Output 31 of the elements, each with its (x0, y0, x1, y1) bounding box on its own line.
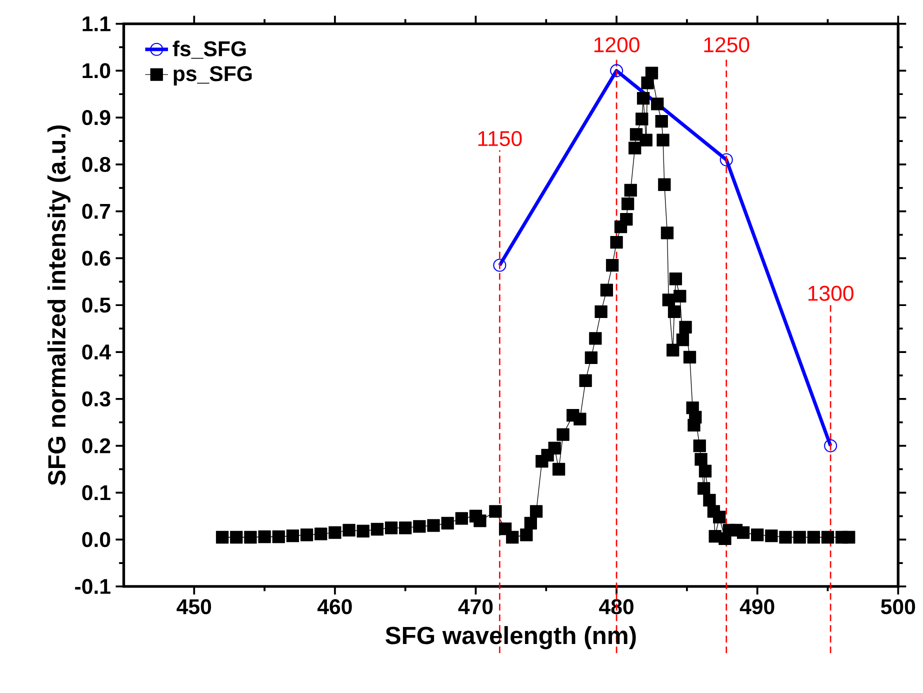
x-tick-label: 460 (317, 599, 352, 614)
y-tick-label: -0.1 (75, 578, 110, 594)
legend-label: ps_SFG (174, 66, 252, 86)
y-tick-label: 0.9 (82, 110, 110, 126)
annotation: 1150 (478, 131, 522, 146)
y-tick-label: 0.0 (82, 532, 110, 548)
y-axis-title: SFG normalized intensity (a.u.) (47, 125, 70, 486)
x-tick-label: 500 (880, 599, 916, 614)
x-tick-label: 490 (740, 599, 774, 614)
y-tick-label: 1.0 (82, 63, 110, 78)
annotation: 1250 (704, 37, 750, 52)
x-tick-label: 450 (176, 599, 212, 614)
point (720, 153, 733, 166)
x-axis-title: SFG wavelength (nm) (386, 626, 636, 650)
y-tick-label: 0.8 (82, 156, 110, 172)
y-tick-label: 0.4 (82, 344, 111, 360)
annotation: 1300 (808, 286, 854, 301)
y-tick-label: 0.3 (82, 391, 110, 406)
legend-label: fs_SFG (172, 40, 246, 59)
y-tick-label: 0.1 (82, 485, 110, 500)
y-tick-label: 1.1 (82, 16, 110, 32)
x-tick-label: 470 (458, 599, 493, 614)
y-tick-label: 0.5 (82, 298, 110, 313)
point (610, 64, 624, 78)
y-tick-label: 0.2 (82, 438, 110, 454)
annotation: 1200 (594, 37, 640, 52)
y-tick-label: 0.7 (82, 204, 110, 219)
x-tick-label: 480 (599, 599, 634, 614)
point (493, 258, 506, 272)
point (824, 439, 838, 452)
y-tick-label: 0.6 (82, 250, 110, 266)
